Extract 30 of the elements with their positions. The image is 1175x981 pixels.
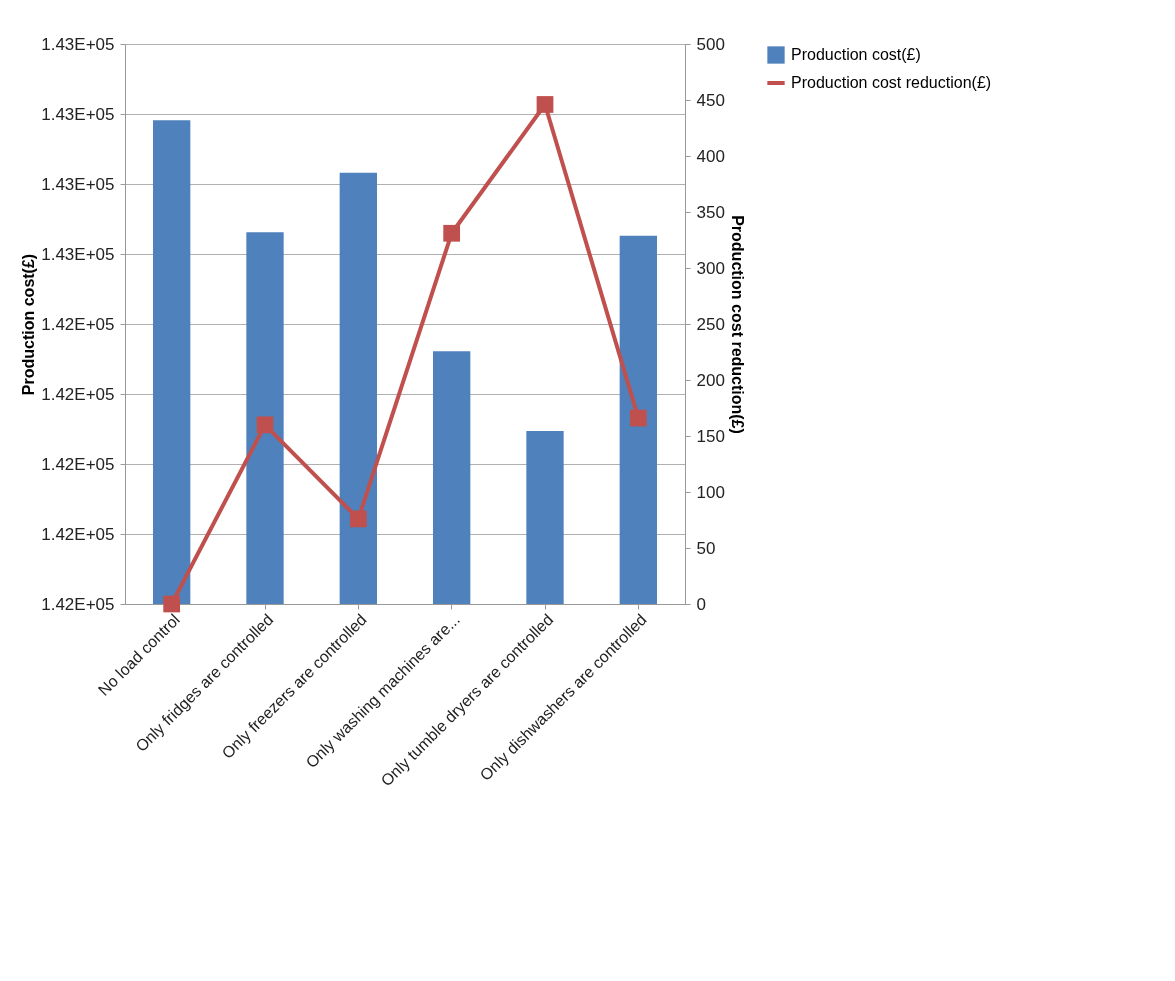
y2-tick-label: 350 xyxy=(696,202,725,222)
legend-label: Production cost(£) xyxy=(791,46,921,63)
y2-tick-label: 250 xyxy=(696,314,725,334)
y-tick-label: 1.43E+05 xyxy=(41,174,115,194)
y2-axis-title: Production cost reduction(£) xyxy=(728,215,746,434)
y-tick-label: 1.43E+05 xyxy=(41,104,115,124)
point xyxy=(536,96,554,113)
point xyxy=(349,510,367,528)
y-tick-label: 1.43E+05 xyxy=(41,244,115,264)
y2-tick-label: 450 xyxy=(696,90,725,110)
y2-tick-label: 200 xyxy=(696,370,725,390)
y-tick-label: 1.43E+05 xyxy=(41,34,115,54)
legend-label: Production cost reduction(£) xyxy=(791,74,992,91)
y-axis-title: Production cost(£) xyxy=(20,253,38,396)
point xyxy=(163,595,181,613)
y2-tick-label: 100 xyxy=(696,482,725,502)
point xyxy=(629,409,647,427)
y-tick-label: 1.42E+05 xyxy=(41,454,115,474)
y2-tick-label: 50 xyxy=(696,538,716,558)
point xyxy=(256,416,274,434)
y2-tick-label: 0 xyxy=(696,594,706,614)
y2-tick-label: 500 xyxy=(696,34,725,54)
y2-tick-label: 150 xyxy=(696,426,725,446)
y2-tick-label: 300 xyxy=(696,258,725,278)
y-tick-label: 1.42E+05 xyxy=(41,524,115,544)
y2-tick-label: 400 xyxy=(696,146,725,166)
point xyxy=(443,224,461,242)
y-tick-label: 1.42E+05 xyxy=(41,314,115,334)
y-tick-label: 1.42E+05 xyxy=(41,594,115,614)
y-tick-label: 1.42E+05 xyxy=(41,384,115,404)
